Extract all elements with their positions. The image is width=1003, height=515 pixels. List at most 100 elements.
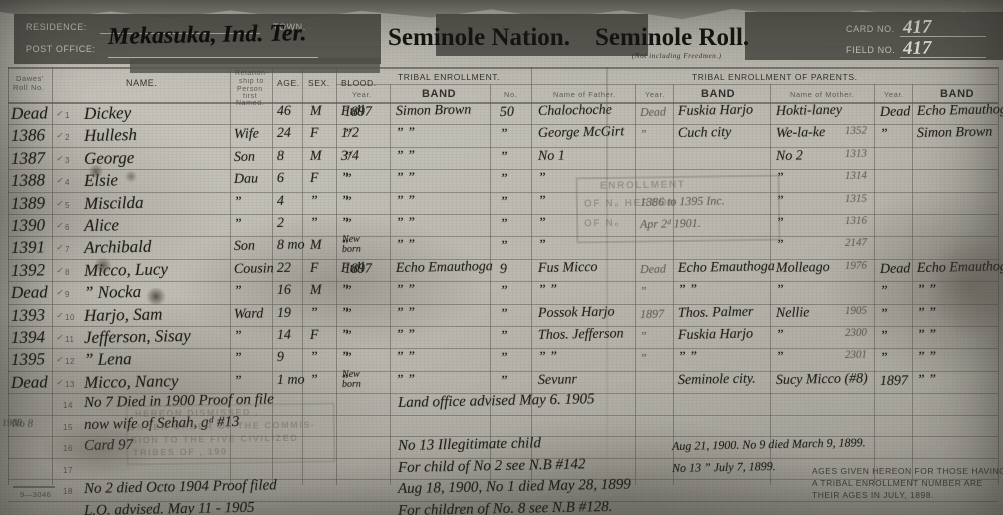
row-mother-band: ” ”: [916, 350, 937, 366]
header-tribal-enrollment: TRIBAL ENROLLMENT.: [398, 72, 501, 82]
row-te-year: ”: [343, 127, 352, 143]
header-relationship-l3: Person: [237, 86, 263, 93]
enrollment-stamp-line3: OF N₀: [583, 217, 621, 230]
table-top-rule: [8, 67, 998, 69]
row-check-mark: ✓: [56, 198, 63, 208]
row-mother-year: ”: [879, 127, 888, 143]
row-divider: [8, 393, 998, 395]
row-te-no: ”: [499, 172, 508, 188]
row-te-band: Echo Emauthoga: [395, 258, 493, 276]
row-mother-band: ” ”: [916, 372, 937, 388]
card-no-label: CARD NO.: [846, 24, 895, 34]
col-rule-4: [302, 67, 303, 485]
row-dawes-roll-no: 1387: [10, 148, 46, 168]
row-divider: [8, 500, 998, 502]
row-relationship: Ward: [233, 306, 264, 322]
redaction-block-left: [14, 14, 381, 64]
row-mother-band: ” ”: [916, 327, 937, 343]
row-mother-name: No 2: [775, 148, 803, 164]
field-no-label: FIELD NO.: [846, 45, 896, 55]
header-blood: BLOOD.: [341, 78, 377, 88]
row-name: Hullesh: [83, 125, 138, 146]
row-number: 5: [65, 200, 71, 210]
row-relationship: ”: [233, 284, 242, 300]
row-te-year: ”: [343, 328, 352, 344]
col-rule-14: [998, 67, 999, 485]
row-te-band: ” ”: [395, 350, 416, 366]
row-name: Alice: [83, 215, 120, 235]
row-father-name: Possok Harjo: [537, 304, 615, 321]
row-mother-band: Echo Emauthoga: [916, 102, 1003, 119]
row-sex: F: [309, 260, 319, 276]
ink-blot-1: [88, 165, 104, 178]
row-name: ” Lena: [83, 349, 132, 370]
header-father-year: Year.: [645, 90, 665, 99]
row-dawes-roll-no: Dead: [10, 282, 48, 303]
row-mother-year: 1897: [879, 373, 909, 389]
row-mother-name: ”: [775, 327, 784, 343]
row-age: 16: [276, 282, 292, 299]
stain-right-edge: [930, 230, 1003, 340]
row-sex: F: [309, 171, 319, 187]
header-te-year: Year.: [352, 90, 372, 99]
row-te-year: ”: [343, 284, 352, 300]
row-te-year: ”: [343, 149, 352, 165]
row-check-mark: ✓: [56, 176, 63, 186]
ink-blot-4: [93, 258, 113, 273]
row-father-name: ”: [537, 238, 546, 254]
header-dawes-roll-no-l2: Roll No.: [13, 83, 45, 92]
row-dawes-roll-no: 1393: [10, 304, 46, 325]
row-te-band: ” ”: [395, 238, 416, 254]
title-seminole-nation: Seminole Nation.: [388, 24, 570, 51]
row-divider: [8, 214, 998, 215]
row-te-band: ” ”: [395, 282, 416, 299]
row-father-name: Sevunr: [537, 372, 578, 388]
row-mother-name: ”: [775, 238, 784, 254]
header-tribal-enrollment-parents: TRIBAL ENROLLMENT OF PARENTS.: [692, 72, 858, 82]
row-father-name: Thos. Jefferson: [537, 326, 624, 343]
row-mother-name: ”: [775, 283, 784, 299]
row-age: 22: [276, 260, 292, 276]
row-sex: F: [309, 327, 319, 343]
row-te-year: ”: [343, 306, 352, 322]
redaction-block-left-lower: [130, 58, 380, 73]
row-check-mark: ✓: [56, 288, 63, 298]
row-mother-side-no: 1314: [844, 169, 868, 183]
col-rule-8: [531, 67, 532, 485]
note-row-number: 18: [63, 487, 74, 497]
row-father-band: ” ”: [677, 350, 698, 366]
row-father-year: ”: [639, 328, 647, 343]
header-relationship-l4: first: [243, 93, 258, 100]
row-number: 7: [65, 245, 71, 255]
row-mother-side-no: 1315: [844, 192, 868, 205]
row-sex: M: [309, 238, 322, 254]
row-name: Micco, Nancy: [83, 370, 179, 392]
row-father-name: ”: [537, 171, 546, 187]
row-age: 4: [276, 193, 285, 209]
row-age: 8: [276, 148, 285, 164]
row-sex: ”: [309, 350, 318, 366]
row-father-band: Fuskia Harjo: [677, 102, 754, 119]
row-te-band: Simon Brown: [395, 102, 472, 119]
ink-blot-3: [145, 288, 167, 305]
header-dawes-roll-no-l1: Dawes': [16, 74, 44, 83]
row-sex: ”: [309, 305, 318, 321]
row-te-year: 1897: [343, 261, 373, 277]
row-mother-name: Sucy Micco (#8): [775, 371, 868, 388]
header-father-name: Name of Father.: [553, 90, 616, 99]
row-divider: [8, 124, 998, 126]
header-mother-year: Year.: [884, 90, 904, 99]
row-divider: [8, 281, 998, 283]
row-name: Dickey: [83, 103, 132, 123]
row-father-name: ”: [537, 193, 546, 209]
enrollment-stamp-line1: ENROLLMENT: [599, 179, 686, 192]
row-sex: M: [309, 282, 322, 299]
row-te-no: ”: [499, 239, 508, 255]
ink-blot-2: [124, 171, 138, 182]
row-age: 46: [276, 103, 292, 119]
row-number: 2: [65, 133, 71, 143]
row-te-year: ”: [343, 172, 352, 188]
note-text-left: L.O. advised. May 11 - 1905: [83, 499, 255, 515]
